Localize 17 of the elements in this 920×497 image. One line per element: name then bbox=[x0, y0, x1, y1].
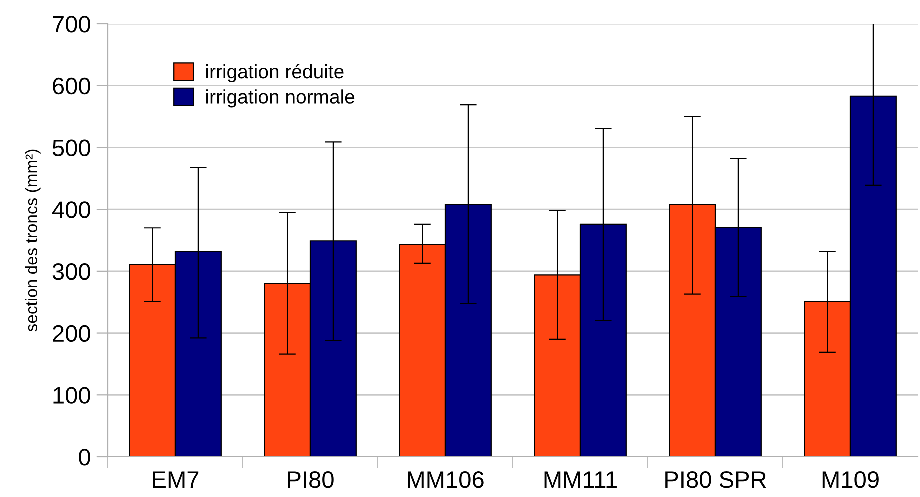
x-tick-label: EM7 bbox=[153, 472, 199, 488]
x-tick-label: M109 bbox=[822, 472, 879, 488]
legend-label: irrigation normale bbox=[206, 90, 355, 108]
y-tick-label: 600 bbox=[53, 78, 90, 95]
x-tick-label: MM106 bbox=[408, 472, 484, 488]
x-tick-label: MM111 bbox=[544, 472, 617, 488]
x-tick-label: PI80 SPR bbox=[666, 472, 766, 488]
y-axis-title: section des troncs (mm²) bbox=[25, 150, 41, 332]
legend-label: irrigation réduite bbox=[206, 64, 344, 83]
y-tick-label: 300 bbox=[52, 263, 90, 280]
y-tick-label: 400 bbox=[52, 202, 90, 218]
x-tick-label: PI80 bbox=[288, 472, 334, 488]
y-tick-label: 200 bbox=[53, 325, 90, 342]
y-tick-label: 0 bbox=[79, 449, 90, 466]
y-tick-label: 100 bbox=[54, 387, 90, 404]
y-tick-label: 500 bbox=[52, 140, 90, 156]
y-tick-label: 700 bbox=[53, 16, 90, 33]
